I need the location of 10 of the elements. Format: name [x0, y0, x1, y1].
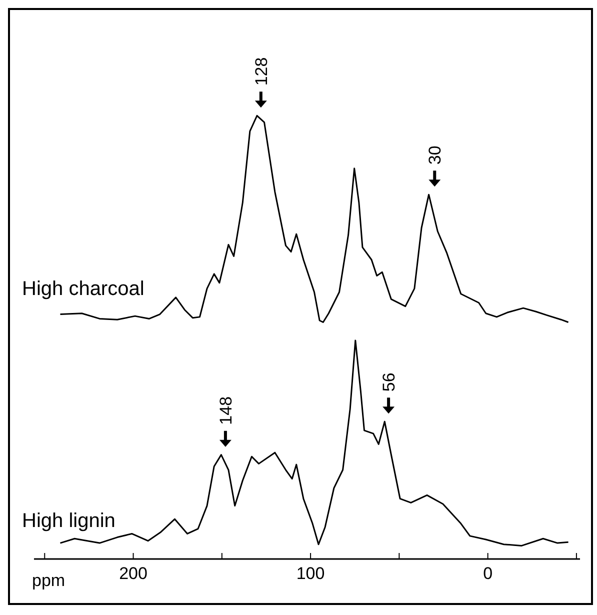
- annotation: 128: [252, 57, 271, 86]
- x-axis-title: ppm: [32, 571, 66, 591]
- annotation: 30: [426, 146, 445, 165]
- x-tick-label: 0: [483, 564, 493, 584]
- annotation: 148: [216, 396, 236, 425]
- annotation: 56: [379, 372, 398, 392]
- series-label: High charcoal: [22, 278, 144, 301]
- series-label: High lignin: [22, 510, 116, 533]
- x-tick-label: 200: [119, 564, 148, 584]
- x-tick-label: 100: [296, 564, 325, 584]
